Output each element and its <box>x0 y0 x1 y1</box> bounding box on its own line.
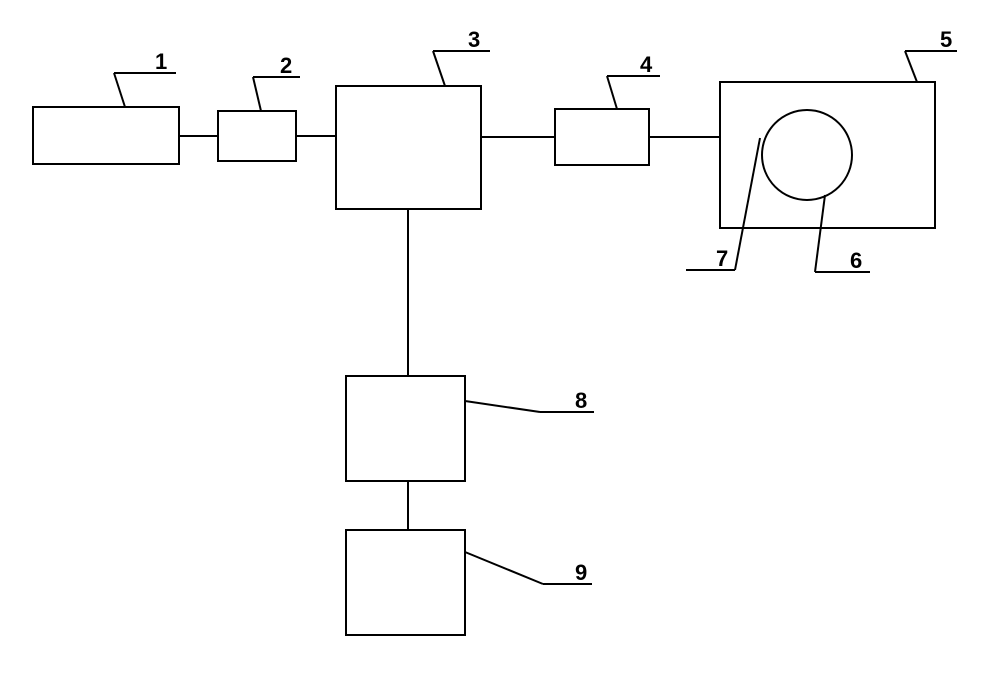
box-3 <box>336 86 481 209</box>
box-1 <box>33 107 179 164</box>
label-3: 3 <box>468 27 480 53</box>
box-2 <box>218 111 296 161</box>
leader-4-d <box>607 76 617 109</box>
leader-2-d <box>253 77 261 111</box>
leader-3-d <box>433 51 445 86</box>
diagram-svg <box>0 0 1000 677</box>
box-8 <box>346 376 465 481</box>
leader-1-d <box>114 73 125 107</box>
leader-5-d <box>905 51 917 82</box>
label-2: 2 <box>280 53 292 79</box>
box-9 <box>346 530 465 635</box>
leader-9-d <box>465 552 543 584</box>
label-1: 1 <box>155 49 167 75</box>
label-7: 7 <box>716 246 728 272</box>
label-5: 5 <box>940 27 952 53</box>
leader-8-d <box>465 401 540 412</box>
label-9: 9 <box>575 560 587 586</box>
circle-6 <box>762 110 852 200</box>
label-8: 8 <box>575 388 587 414</box>
diagram-container: 1 2 3 4 5 6 7 8 9 <box>0 0 1000 677</box>
label-4: 4 <box>640 52 652 78</box>
box-4 <box>555 109 649 165</box>
label-6: 6 <box>850 248 862 274</box>
